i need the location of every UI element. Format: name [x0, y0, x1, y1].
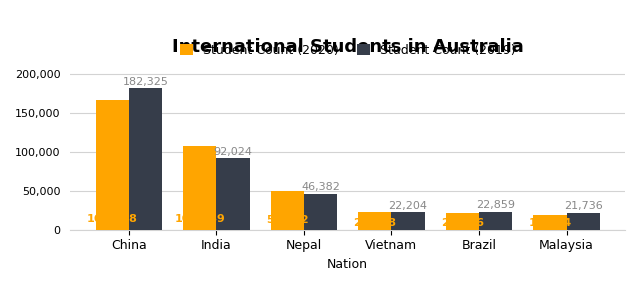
Text: 50,252: 50,252	[266, 215, 308, 225]
Text: 21,086: 21,086	[441, 218, 484, 228]
Bar	[183, 146, 216, 230]
Text: 22,859: 22,859	[476, 200, 515, 210]
Bar	[566, 213, 600, 230]
Text: 22,204: 22,204	[388, 201, 428, 211]
Bar	[95, 100, 129, 230]
Bar	[445, 213, 479, 230]
Bar	[533, 214, 566, 230]
Bar	[392, 212, 425, 230]
Bar	[216, 158, 250, 230]
Text: 46,382: 46,382	[301, 182, 340, 192]
Legend: Student Count (2020), Student Count (2019): Student Count (2020), Student Count (201…	[175, 39, 520, 62]
Text: 167,568: 167,568	[87, 214, 138, 223]
Text: 23,268: 23,268	[353, 218, 396, 228]
Text: 21,736: 21,736	[564, 201, 602, 211]
Bar	[358, 212, 392, 230]
Bar	[129, 88, 162, 230]
X-axis label: Nation: Nation	[327, 258, 368, 271]
Text: 182,325: 182,325	[122, 77, 168, 87]
Bar	[271, 191, 304, 230]
Bar	[304, 194, 337, 230]
Bar	[479, 212, 512, 230]
Text: 92,024: 92,024	[214, 147, 253, 157]
Title: International Students in Australia: International Students in Australia	[172, 37, 524, 55]
Text: 108,049: 108,049	[174, 214, 225, 223]
Text: 19,564: 19,564	[528, 218, 572, 228]
